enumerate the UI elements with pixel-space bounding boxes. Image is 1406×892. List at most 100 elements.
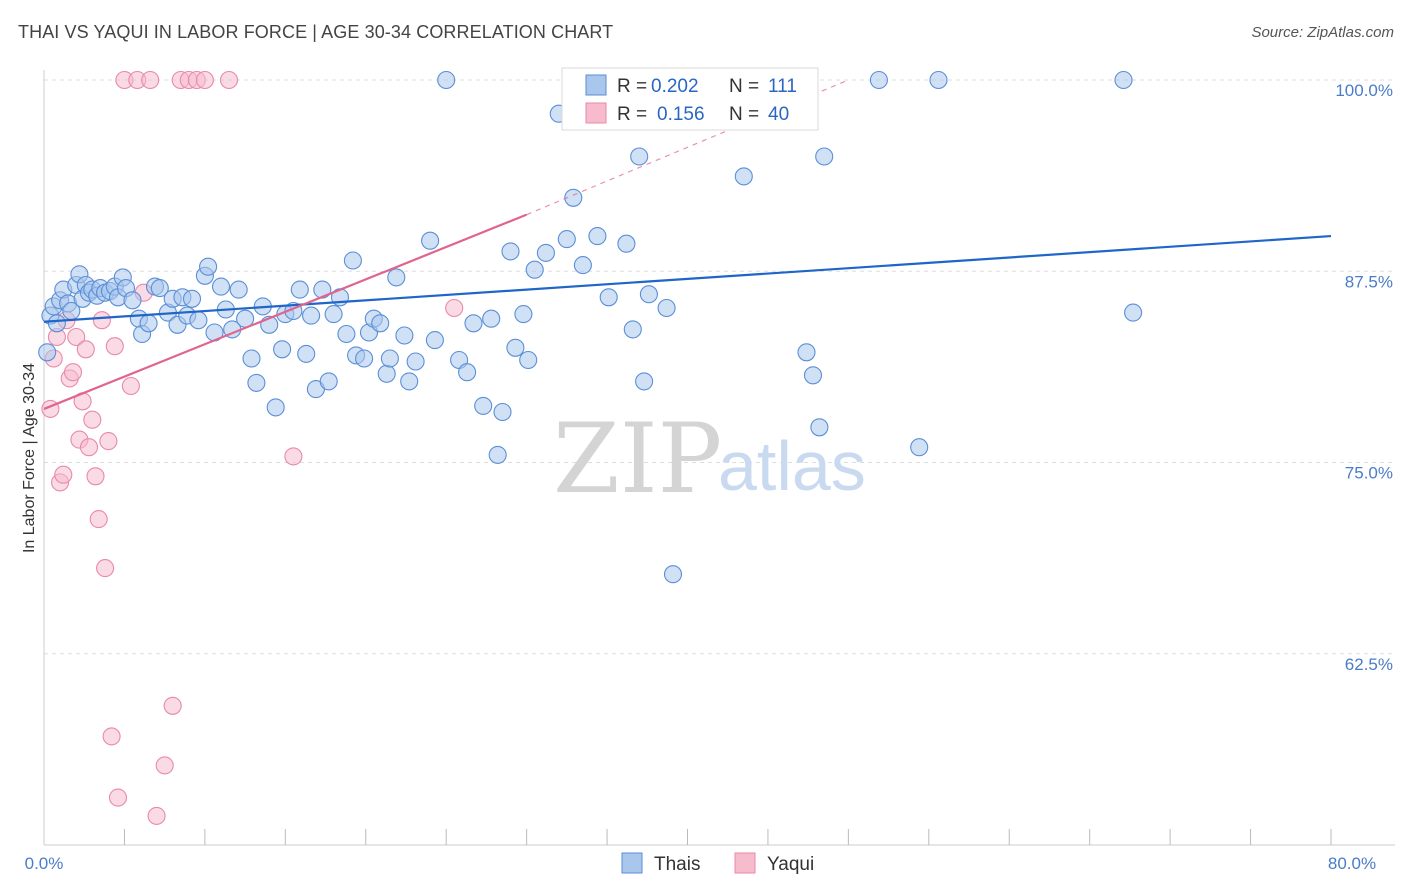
- thais-point: [493, 402, 512, 422]
- yaqui-point: [141, 70, 160, 90]
- thais-point: [377, 364, 396, 383]
- yaqui-point: [96, 559, 115, 578]
- y-tick-label: 100.0%: [1335, 81, 1393, 100]
- legend-bottom-swatch-thais: [621, 852, 643, 874]
- thais-point: [630, 147, 649, 166]
- thais-point: [564, 188, 583, 207]
- legend-swatch-thais: [585, 74, 607, 96]
- thais-point: [139, 314, 158, 333]
- thais-trend-line: [43, 234, 1332, 323]
- thais-point: [371, 314, 390, 333]
- thais-point: [290, 280, 309, 299]
- thais-point: [617, 234, 636, 253]
- yaqui-point: [195, 70, 214, 90]
- thais-point: [657, 298, 676, 318]
- yaqui-point: [76, 340, 95, 359]
- legend-n-label-yaqui: N =: [729, 104, 759, 125]
- thais-point: [797, 343, 816, 362]
- thais-point: [123, 291, 142, 310]
- thais-point: [639, 285, 658, 304]
- thais-point: [810, 418, 829, 437]
- thais-point: [229, 280, 248, 299]
- thais-point: [242, 349, 261, 368]
- thais-point: [38, 343, 57, 362]
- thais-point: [343, 251, 362, 270]
- yaqui-point: [105, 337, 124, 356]
- watermark-zip: ZIP: [553, 403, 722, 515]
- y-tick-label: 87.5%: [1345, 272, 1393, 291]
- thais-point: [501, 242, 520, 261]
- yaqui-point: [99, 432, 118, 451]
- thais-point: [663, 565, 683, 584]
- y-tick-label: 75.0%: [1345, 464, 1393, 483]
- yaqui-point: [67, 327, 86, 347]
- legend-r-value-thais: 0.202: [651, 76, 699, 97]
- thais-point: [525, 260, 544, 279]
- thais-point: [380, 349, 399, 368]
- thais-point: [599, 288, 618, 307]
- legend-n-value-yaqui: 40: [768, 104, 789, 125]
- y-tick-labels: 62.5% 75.0% 87.5% 100.0%: [1335, 81, 1393, 674]
- yaqui-point: [163, 696, 182, 715]
- thais-point: [815, 147, 834, 166]
- thais-point: [482, 309, 501, 328]
- thais-point: [514, 305, 533, 324]
- yaqui-trend-line: [43, 213, 528, 410]
- yaqui-point: [284, 447, 303, 466]
- thais-point: [734, 167, 753, 186]
- legend-bottom-label-thais: Thais: [654, 854, 700, 875]
- thais-point: [803, 366, 823, 385]
- x-tick-label-min: 0.0%: [25, 854, 64, 873]
- thais-point: [519, 350, 538, 370]
- legend-n-value-thais: 111: [768, 76, 797, 97]
- thais-point: [273, 340, 292, 359]
- thais-point: [623, 320, 642, 339]
- legend-swatch-yaqui: [585, 102, 607, 124]
- thais-point: [506, 338, 525, 357]
- legend-r-label-yaqui: R =: [617, 104, 647, 125]
- legend-bottom-swatch-yaqui: [734, 852, 756, 874]
- thais-point: [557, 230, 576, 249]
- thais-points: [38, 70, 1143, 584]
- thais-point: [588, 227, 607, 246]
- thais-point: [406, 352, 425, 371]
- thais-point: [488, 445, 507, 464]
- thais-point: [421, 231, 440, 250]
- yaqui-point: [147, 806, 166, 825]
- yaqui-point: [54, 465, 73, 484]
- thais-point: [211, 277, 231, 296]
- yaqui-point: [121, 376, 140, 396]
- source-label: Source: ZipAtlas.com: [1251, 24, 1394, 41]
- watermark-atlas: atlas: [718, 427, 866, 505]
- thais-point: [182, 289, 202, 308]
- thais-point: [869, 70, 888, 90]
- thais-point: [536, 243, 555, 262]
- thais-point: [337, 324, 356, 344]
- thais-point: [189, 311, 208, 330]
- thais-point: [474, 396, 493, 415]
- x-tick-label-max: 80.0%: [1328, 854, 1376, 873]
- thais-point: [437, 70, 456, 90]
- thais-point: [247, 373, 266, 392]
- thais-point: [319, 372, 338, 391]
- yaqui-point: [102, 727, 121, 746]
- chart-title: THAI VS YAQUI IN LABOR FORCE | AGE 30-34…: [18, 22, 614, 42]
- legend-bottom: Thais Yaqui: [621, 852, 814, 875]
- thais-point: [425, 331, 444, 350]
- thais-point: [355, 349, 374, 368]
- y-axis-label: In Labor Force | Age 30-34: [21, 363, 38, 553]
- y-tick-label: 62.5%: [1345, 655, 1393, 674]
- thais-point: [910, 438, 929, 457]
- yaqui-point: [445, 298, 464, 318]
- legend-r-value-yaqui: 0.156: [657, 104, 705, 125]
- grid-lines: [44, 79, 1395, 655]
- legend-top: R = 0.202 N = 111 R = 0.156 N = 40: [561, 67, 819, 131]
- yaqui-point: [219, 70, 239, 90]
- thais-point: [1114, 70, 1133, 90]
- yaqui-point: [79, 438, 99, 457]
- thais-point: [464, 314, 483, 333]
- legend-bottom-label-yaqui: Yaqui: [767, 854, 814, 875]
- thais-point: [199, 257, 218, 276]
- yaqui-point: [83, 410, 102, 429]
